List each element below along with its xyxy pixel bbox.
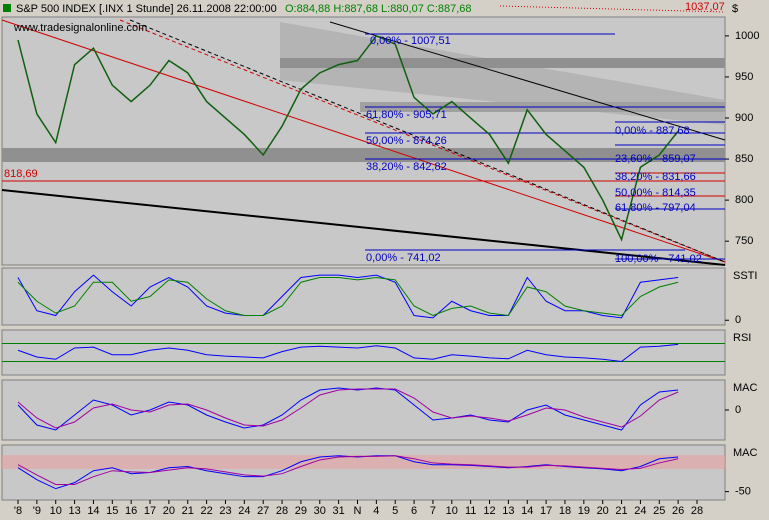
x-tick-label: 30 [314,505,326,517]
annotation: 0,00% - 887,68 [615,125,690,137]
x-tick-label: 27 [257,505,269,517]
trend-line [1,19,726,263]
y-tick-label: 950 [735,71,753,83]
x-tick-label: 21 [615,505,627,517]
x-tick-label: 16 [125,505,137,517]
rsi-panel [1,329,726,376]
x-tick-label: 4 [373,505,379,517]
x-tick-label: 6 [411,505,417,517]
x-tick-label: 17 [540,505,552,517]
y-tick-label: -50 [735,486,751,498]
x-tick-label: 20 [597,505,609,517]
trend-line [1,189,726,266]
annotation: 100,00% - 741,02 [615,253,702,265]
x-tick-label: 19 [578,505,590,517]
series-line [17,274,679,319]
annotation: 61,80% - 797,04 [615,202,696,214]
trend-line [119,19,726,263]
x-tick-label: 12 [483,505,495,517]
x-tick-label: 14 [521,505,533,517]
x-tick-label: 24 [634,505,646,517]
annotation: 61,80% - 905,71 [366,109,447,121]
annotation: 50,00% - 874,26 [366,135,447,147]
x-tick-label: 24 [238,505,250,517]
y-tick-label: 800 [735,194,753,206]
series-line [17,276,679,317]
series-line [17,455,679,485]
x-tick-label: 18 [559,505,571,517]
annotation: 38,20% - 831,66 [615,171,696,183]
y-tick-label: 0 [735,314,741,326]
x-tick-label: '9 [33,505,41,517]
panel-title: MAC [733,382,758,394]
y-tick-label: 1000 [735,30,759,42]
x-tick-label: 5 [392,505,398,517]
x-tick-label: 29 [295,505,307,517]
y-tick-label: 900 [735,112,753,124]
x-tick-label: 13 [68,505,80,517]
panel-title: RSI [733,332,751,344]
x-tick-label: 28 [276,505,288,517]
y-tick-label: 0 [735,404,741,416]
annotation: 23,60% - 859,07 [615,153,696,165]
zero-band [2,455,725,469]
series-line [17,34,679,242]
x-tick-label: 21 [182,505,194,517]
x-tick-label: 7 [430,505,436,517]
x-tick-label: 23 [219,505,231,517]
icon [3,4,11,12]
x-tick-label: 10 [446,505,458,517]
annotation: 1037,07 [685,1,725,13]
x-tick-label: 11 [465,505,476,517]
x-tick-label: 13 [502,505,514,517]
x-tick-label: 28 [691,505,703,517]
annotation: 50,00% - 814,35 [615,187,696,199]
x-tick-label: 22 [200,505,212,517]
annotation: 0,00% - 1007,51 [370,35,451,47]
x-tick-label: N [354,505,362,517]
annotation: 818,69 [4,168,38,180]
series-line [17,343,679,363]
trend-line [329,21,726,141]
resistance-band [280,58,725,68]
x-tick-label: 25 [653,505,665,517]
annotation: 38,20% - 842,82 [366,161,447,173]
x-tick-label: 15 [106,505,118,517]
x-tick-label: 14 [87,505,99,517]
x-tick-label: 31 [333,505,345,517]
x-tick-label: '8 [14,505,22,517]
mac2-panel [1,444,726,501]
x-tick-label: 17 [144,505,156,517]
axis-unit: $ [732,3,738,15]
x-tick-label: 26 [672,505,684,517]
watermark: www.tradesignalonline.com [13,22,147,34]
x-tick-label: 20 [163,505,175,517]
chart-title: S&P 500 INDEX [.INX 1 Stunde] 26.11.2008… [16,3,277,15]
series-line [17,388,679,429]
annotation: 0,00% - 741,02 [366,252,441,264]
panel-title: SSTI [733,270,757,282]
ohlc: O:884,88 H:887,68 L:880,07 C:887,68 [285,3,472,15]
y-tick-label: 850 [735,153,753,165]
x-tick-label: 10 [50,505,62,517]
panel-title: MAC [733,447,758,459]
y-tick-label: 750 [735,235,753,247]
